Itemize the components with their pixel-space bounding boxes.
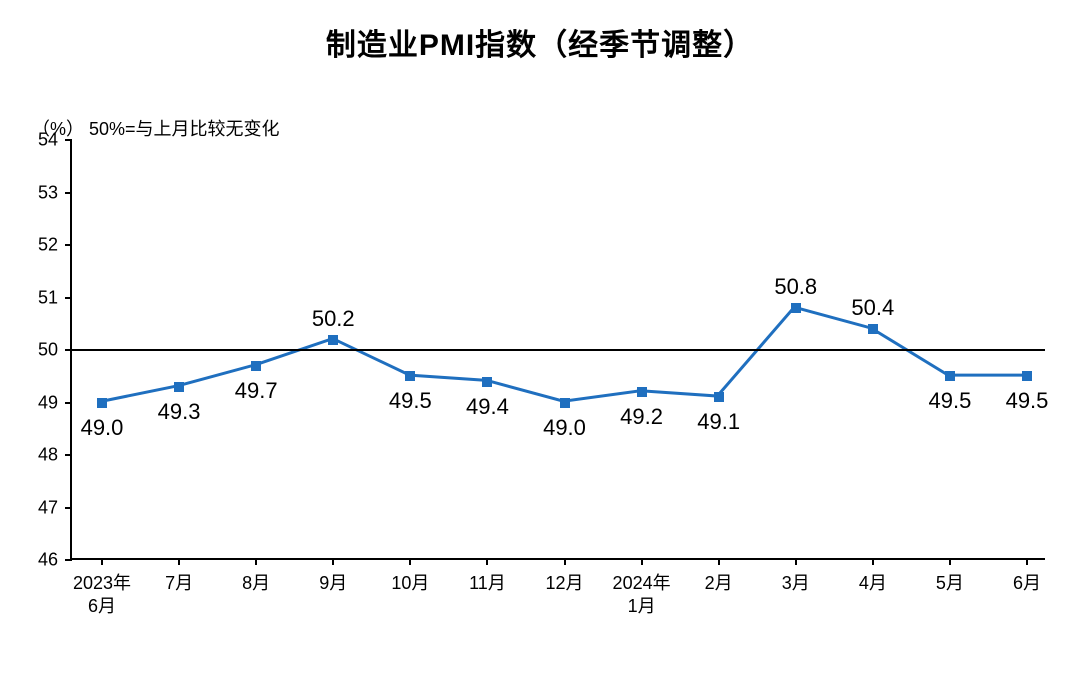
data-marker: [560, 398, 570, 408]
y-tick-label: 54: [38, 130, 58, 151]
data-marker: [1022, 371, 1032, 381]
x-tick: [641, 558, 643, 565]
chart-title: 制造业PMI指数（经季节调整）: [0, 20, 1080, 64]
y-tick: [65, 507, 72, 509]
x-tick: [872, 558, 874, 565]
y-tick: [65, 402, 72, 404]
data-marker: [174, 382, 184, 392]
data-marker: [945, 371, 955, 381]
x-tick-label: 5月: [936, 572, 964, 595]
data-label: 49.0: [543, 415, 586, 441]
y-tick: [65, 454, 72, 456]
data-label: 49.4: [466, 394, 509, 420]
x-tick-label: 6月: [1013, 572, 1041, 595]
y-tick-label: 50: [38, 340, 58, 361]
data-marker: [251, 361, 261, 371]
chart-container: 制造业PMI指数（经季节调整） （%） 50%=与上月比较无变化 4647484…: [0, 0, 1080, 681]
data-label: 49.1: [697, 409, 740, 435]
data-marker: [791, 303, 801, 313]
data-label: 50.8: [774, 274, 817, 300]
x-tick-label: 4月: [859, 572, 887, 595]
x-tick: [409, 558, 411, 565]
y-tick: [65, 297, 72, 299]
y-tick-label: 49: [38, 392, 58, 413]
x-tick-label: 7月: [165, 572, 193, 595]
y-tick-label: 51: [38, 287, 58, 308]
data-label: 50.2: [312, 306, 355, 332]
x-tick-label: 2024年 1月: [613, 572, 671, 617]
x-tick-label: 8月: [242, 572, 270, 595]
y-tick: [65, 559, 72, 561]
data-label: 49.2: [620, 404, 663, 430]
y-tick-label: 48: [38, 445, 58, 466]
y-tick: [65, 244, 72, 246]
x-tick: [486, 558, 488, 565]
x-tick: [1026, 558, 1028, 565]
x-tick-label: 2月: [705, 572, 733, 595]
x-tick-label: 12月: [545, 572, 583, 595]
data-marker: [868, 324, 878, 334]
y-axis-unit-label: （%） 50%=与上月比较无变化: [32, 115, 280, 141]
y-tick-label: 52: [38, 235, 58, 256]
plot-area: 4647484950515253542023年 6月7月8月9月10月11月12…: [70, 140, 1045, 560]
data-marker: [97, 398, 107, 408]
x-tick-label: 10月: [391, 572, 429, 595]
x-tick: [564, 558, 566, 565]
x-tick: [178, 558, 180, 565]
data-label: 49.5: [389, 388, 432, 414]
y-tick-label: 46: [38, 550, 58, 571]
x-tick-label: 11月: [469, 572, 506, 595]
data-label: 49.0: [81, 415, 124, 441]
x-tick-label: 3月: [782, 572, 810, 595]
x-tick: [795, 558, 797, 565]
x-tick: [101, 558, 103, 565]
y-tick: [65, 139, 72, 141]
x-tick: [718, 558, 720, 565]
data-marker: [328, 335, 338, 345]
y-tick: [65, 192, 72, 194]
data-marker: [714, 392, 724, 402]
data-marker: [405, 371, 415, 381]
data-label: 50.4: [851, 295, 894, 321]
data-label: 49.7: [235, 378, 278, 404]
data-marker: [482, 377, 492, 387]
reference-line-50: [72, 349, 1045, 351]
data-label: 49.5: [1006, 388, 1049, 414]
x-tick-label: 2023年 6月: [73, 572, 131, 617]
y-tick-label: 53: [38, 182, 58, 203]
y-tick-label: 47: [38, 497, 58, 518]
x-tick: [949, 558, 951, 565]
x-tick-label: 9月: [319, 572, 347, 595]
data-label: 49.3: [158, 399, 201, 425]
data-label: 49.5: [928, 388, 971, 414]
x-tick: [332, 558, 334, 565]
data-marker: [637, 387, 647, 397]
x-tick: [255, 558, 257, 565]
y-tick: [65, 349, 72, 351]
